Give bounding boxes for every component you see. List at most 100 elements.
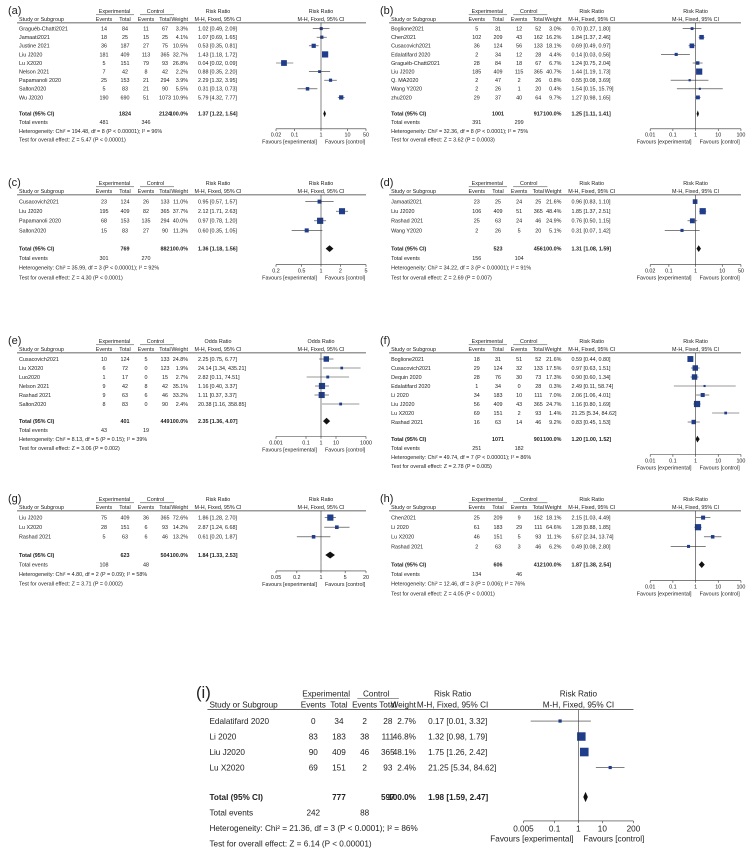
total-ctrl: 28 — [383, 717, 393, 726]
effect-square — [700, 392, 705, 398]
total-ctrl: 111 — [534, 393, 542, 399]
study-name: Lu X2020 — [391, 411, 414, 417]
study-name: Liu X2020 — [19, 366, 43, 372]
study-name: Q. MA2020 — [391, 78, 418, 84]
weight: 17.5% — [546, 366, 561, 372]
favours-right: Favours [control] — [325, 275, 366, 281]
study-name: Papamanoli 2020 — [19, 78, 61, 84]
col-total: Total — [492, 17, 503, 23]
total-exp: 34 — [495, 384, 501, 390]
total-exp: 1824 — [119, 112, 131, 118]
total-exp: 409 — [493, 70, 502, 76]
events-ctrl: 113 — [142, 52, 151, 58]
col-total: Total — [492, 347, 503, 353]
panel-label: (g) — [8, 493, 21, 505]
events-exp: 28 — [474, 375, 480, 381]
col-total: Total — [492, 189, 503, 195]
risk-ratio-ci: 1.16 [0.80, 1.69] — [572, 402, 611, 408]
study-name: Li 2020 — [391, 525, 409, 531]
events-exp: 25 — [474, 516, 480, 522]
events-exp: 18 — [101, 35, 107, 41]
total-exp: 31 — [495, 357, 501, 363]
panel-label: (a) — [8, 5, 21, 17]
total-exp: 63 — [495, 420, 501, 426]
weight: 5.5% — [176, 87, 188, 93]
total-ctrl: 46 — [535, 544, 541, 550]
total-events-ctrl: 104 — [515, 256, 524, 262]
total-ctrl: 162 — [534, 35, 543, 41]
events-ctrl: 29 — [516, 525, 522, 531]
col-events: Events — [511, 17, 528, 23]
weight: 18.1% — [546, 516, 561, 522]
study-name: Salton2020 — [19, 228, 46, 234]
col-total: Total — [492, 505, 503, 511]
study-name: Salton2020 — [19, 402, 46, 408]
total-events-exp: 43 — [101, 428, 107, 434]
col-measure: Risk Ratio — [579, 339, 604, 345]
total-label: Total (95% CI) — [391, 247, 426, 253]
plot-method: M-H, Fixed, 95% CI — [672, 17, 719, 23]
total-events-label: Total events — [19, 256, 48, 262]
heterogeneity: Heterogeneity: Chi² = 21.36, df = 3 (P <… — [209, 824, 417, 833]
total-exp: 47 — [495, 78, 501, 84]
pooled-diamond — [325, 551, 335, 559]
total-ci: 1.25 [1.11, 1.41] — [572, 112, 611, 118]
events-ctrl: 32 — [516, 366, 522, 372]
risk-ratio-ci: 0.97 [0.78, 1.20] — [198, 219, 237, 225]
events-exp: 1 — [103, 375, 106, 381]
risk-ratio-ci: 0.17 [0.01, 3.32] — [428, 717, 487, 726]
events-exp: 2 — [475, 78, 478, 84]
effect-square — [710, 535, 715, 539]
total-exp: 72 — [122, 366, 128, 372]
x-tick-label: 0.05 — [271, 575, 282, 581]
total-label: Total (95% CI) — [19, 419, 54, 425]
x-tick-label: 1 — [576, 825, 581, 834]
total-weight: 100.0% — [170, 419, 188, 425]
events-ctrl: 12 — [516, 52, 522, 58]
pooled-diamond — [323, 417, 331, 425]
events-ctrl: 26 — [143, 200, 149, 206]
total-ctrl: 15 — [162, 375, 168, 381]
total-ctrl: 917 — [534, 112, 543, 118]
overall-effect: Test for overall effect: Z = 2.69 (P = 0… — [391, 275, 492, 281]
favours-left: Favours [experimental] — [637, 465, 692, 471]
total-exp: 183 — [493, 393, 502, 399]
weight: 6.2% — [549, 544, 561, 550]
risk-ratio-ci: 0.69 [0.49, 0.97] — [572, 44, 611, 50]
events-exp: 15 — [101, 228, 107, 234]
total-weight: 100.0% — [170, 553, 188, 559]
total-ctrl: 162 — [534, 516, 543, 522]
events-exp: 23 — [474, 200, 480, 206]
total-exp: 63 — [122, 535, 128, 541]
col-weight: Weight — [545, 347, 562, 353]
total-events-ctrl: 346 — [142, 120, 151, 126]
col-events: Events — [301, 700, 326, 709]
total-exp: 83 — [122, 228, 128, 234]
effect-square — [694, 524, 702, 531]
events-ctrl: 3 — [518, 544, 521, 550]
total-exp: 1001 — [492, 112, 504, 118]
total-ctrl: 365 — [534, 402, 543, 408]
study-name: Li 2020 — [391, 393, 409, 399]
weight: 9.7% — [549, 95, 561, 101]
events-ctrl: 82 — [143, 209, 149, 215]
risk-ratio-ci: 2.87 [1.24, 6.68] — [198, 525, 237, 531]
col-group1: Experimental — [99, 9, 130, 15]
total-exp: 63 — [122, 393, 128, 399]
total-exp: 26 — [495, 87, 501, 93]
weight: 13.2% — [173, 535, 188, 541]
weight: 21.6% — [546, 200, 561, 206]
effect-square — [696, 68, 703, 75]
events-exp: 10 — [101, 357, 107, 363]
total-ci: 1.36 [1.18, 1.56] — [198, 247, 238, 253]
total-exp: 124 — [121, 357, 130, 363]
events-ctrl: 51 — [143, 95, 149, 101]
risk-ratio-ci: 1.24 [0.75, 2.04] — [572, 61, 611, 67]
total-ctrl: 20 — [535, 87, 541, 93]
total-exp: 84 — [495, 61, 501, 67]
events-ctrl: 10 — [516, 393, 522, 399]
pooled-diamond — [696, 110, 699, 118]
weight: 40.0% — [173, 219, 188, 225]
total-exp: 124 — [121, 200, 130, 206]
study-name: Liu J2020 — [391, 70, 414, 76]
